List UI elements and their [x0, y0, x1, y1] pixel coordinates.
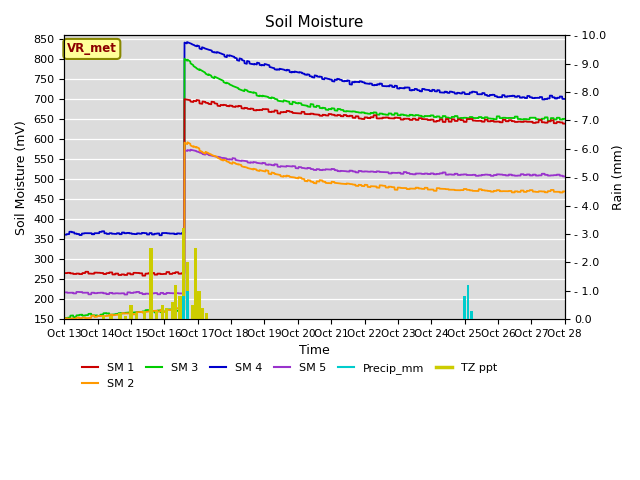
- Bar: [463, 296, 466, 319]
- Bar: [197, 291, 200, 319]
- Bar: [186, 291, 189, 319]
- Bar: [467, 285, 469, 319]
- Bar: [118, 313, 122, 319]
- Bar: [161, 305, 164, 319]
- Bar: [182, 296, 185, 319]
- Bar: [170, 302, 174, 319]
- Bar: [205, 313, 209, 319]
- Bar: [200, 308, 204, 319]
- Bar: [143, 311, 146, 319]
- Legend: SM 1, SM 2, SM 3, SM 4, SM 5, Precip_mm, TZ ppt: SM 1, SM 2, SM 3, SM 4, SM 5, Precip_mm,…: [77, 359, 502, 393]
- Bar: [129, 305, 132, 319]
- Bar: [179, 296, 182, 319]
- Bar: [194, 248, 197, 319]
- Bar: [155, 311, 158, 319]
- Bar: [470, 311, 472, 319]
- Bar: [165, 308, 168, 319]
- Title: Soil Moisture: Soil Moisture: [266, 15, 364, 30]
- Text: VR_met: VR_met: [67, 42, 116, 55]
- Bar: [186, 263, 189, 319]
- Bar: [109, 316, 113, 319]
- Y-axis label: Soil Moisture (mV): Soil Moisture (mV): [15, 120, 28, 235]
- Bar: [182, 228, 185, 319]
- Bar: [135, 313, 138, 319]
- Y-axis label: Rain (mm): Rain (mm): [612, 144, 625, 210]
- X-axis label: Time: Time: [299, 344, 330, 357]
- Bar: [102, 316, 105, 319]
- Bar: [124, 316, 127, 319]
- Bar: [174, 285, 177, 319]
- Bar: [191, 305, 194, 319]
- Bar: [149, 248, 153, 319]
